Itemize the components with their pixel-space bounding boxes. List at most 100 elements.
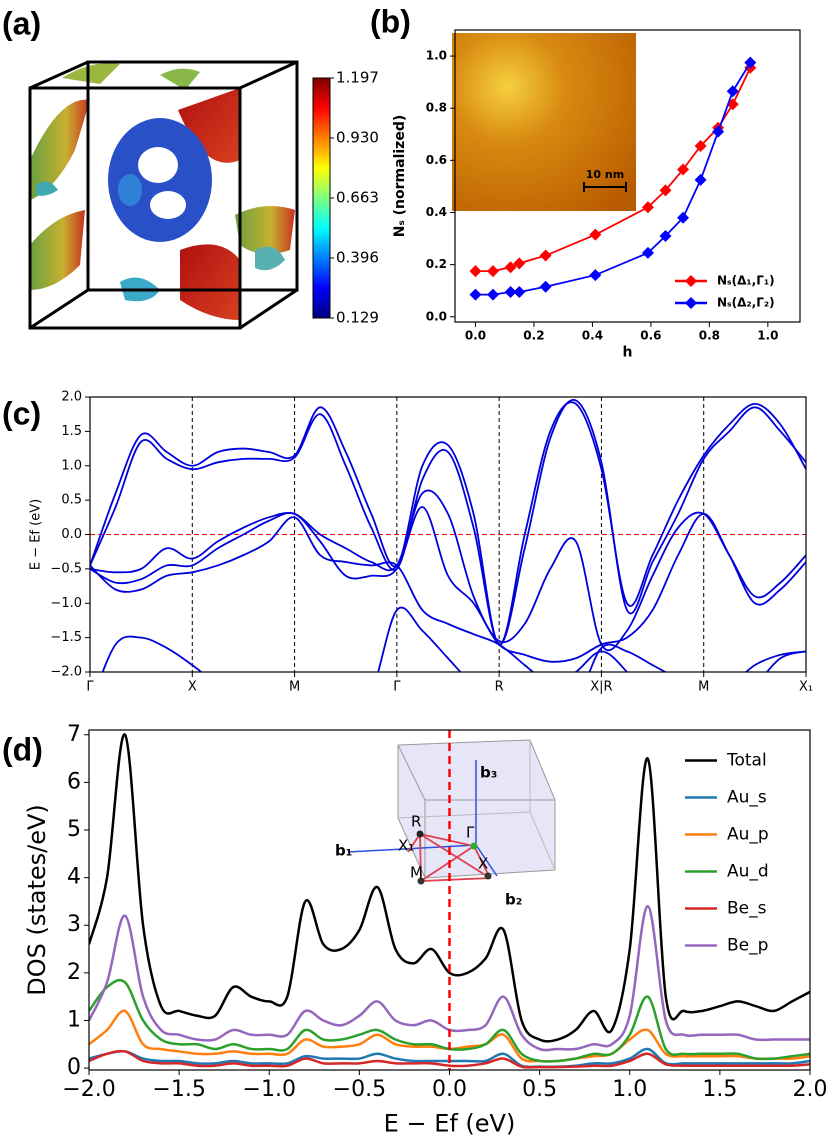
panel-label: (c) [2,395,41,431]
x-tick-label: 1.0 [612,1077,647,1102]
x-tick-label: 0.0 [465,329,486,343]
axes-frame [88,729,811,1071]
series-line [90,506,806,663]
x-axis-label: h [623,344,633,360]
x-tick-label: 0.2 [523,329,544,343]
x-tick-label: 0.5 [522,1077,557,1102]
plot-area [90,397,806,672]
x-tick-label: M [698,679,709,694]
inset-label: R [411,813,421,831]
x-tick-label: −1.5 [152,1077,205,1102]
colorbar-tick-label: 0.930 [336,129,379,147]
inset-label: Γ [466,824,475,842]
marker [539,280,552,293]
inset-label: M [410,864,423,882]
legend-label: Au_d [727,862,769,882]
legend-label: Be_p [727,936,768,956]
legend-label: Total [726,751,767,771]
marker [694,173,707,186]
panel-label: (a) [2,5,41,41]
x-tick-label: −2.0 [62,1077,115,1102]
x-tick-label: 1.5 [702,1077,737,1102]
marker [694,140,707,153]
x-tick-label: X [188,679,197,694]
series-line [101,606,806,672]
y-tick-label: 2.0 [61,390,82,405]
marker [677,163,690,176]
series-line [89,1049,810,1069]
x-tick-label: Γ [393,679,401,694]
colorbar [312,77,331,319]
y-tick-label: 3 [67,912,81,937]
marker [539,249,552,262]
marker [504,261,517,274]
inset-label: b₃ [480,764,497,782]
x-tick-label: 0.6 [640,329,661,343]
y-axis-label: DOS (states/eV) [23,804,51,996]
series-line [90,516,806,672]
y-tick-label: 5 [67,817,81,842]
legend-label: Be_s [727,899,767,919]
inset-label: X₁ [398,837,414,855]
x-axis-label: E − Ef (eV) [384,1109,516,1137]
y-tick-label: −2.0 [50,665,82,680]
marker [469,265,482,278]
legend-label: Au_s [727,788,767,808]
y-axis-label: E − Ef (eV) [29,499,44,570]
series-line [89,733,810,1043]
colorbar-tick-label: 0.129 [336,309,379,327]
y-tick-label: −1.0 [50,596,82,611]
x-tick-label: 0.0 [432,1077,467,1102]
colorbar-tick-label: 0.396 [336,249,379,267]
marker [487,265,500,278]
marker [469,288,482,301]
series-line [90,489,806,652]
inset-label: b₂ [505,891,522,909]
marker [513,286,526,299]
plot-area [469,56,757,301]
x-tick-label: 0.8 [699,329,720,343]
marker [589,228,602,241]
y-tick-label: 7 [67,722,81,747]
panel-label: (b) [370,3,411,39]
y-tick-label: 1.5 [61,424,82,439]
marker [677,211,690,224]
x-tick-label: X|R [590,679,612,694]
marker [513,257,526,270]
marker [726,85,739,98]
x-tick-label: X₁ [799,679,813,694]
inset-label: X [478,855,488,873]
marker [504,286,517,299]
y-tick-label: 0 [67,1055,81,1080]
y-tick-label: 0.4 [426,205,447,219]
x-tick-label: −0.5 [333,1077,386,1102]
y-tick-label: 0.6 [426,153,447,167]
legend-marker [685,297,697,309]
y-tick-label: 1.0 [61,458,82,473]
legend-label: Nₛ(Δ₁,Γ₁) [717,274,775,288]
x-tick-label: 1.0 [757,329,778,343]
y-tick-label: 0.0 [61,527,82,542]
bz-inset: b₃ b₁ b₂ R X₁ Γ M X [335,739,556,909]
legend-label: Nₛ(Δ₂,Γ₂) [717,296,775,310]
x-tick-label: −1.0 [243,1077,296,1102]
y-tick-label: 4 [67,865,81,890]
fermi-surface [30,63,295,320]
y-tick-label: −1.5 [50,630,82,645]
y-axis-label: Nₛ (normalized) [392,115,408,238]
y-tick-label: 6 [67,769,81,794]
y-tick-label: 0.5 [61,493,82,508]
x-tick-label: 2.0 [793,1077,828,1102]
marker [589,269,602,282]
y-tick-label: 0.0 [426,309,447,323]
y-tick-label: 1.0 [426,49,447,63]
x-tick-label: M [289,679,300,694]
x-tick-label: R [495,679,504,694]
cube [28,60,299,330]
x-tick-label: 0.4 [582,329,603,343]
axes-frame [89,396,807,673]
axes-frame [454,29,801,323]
series-line [90,399,806,646]
y-tick-label: 1 [67,1007,81,1032]
